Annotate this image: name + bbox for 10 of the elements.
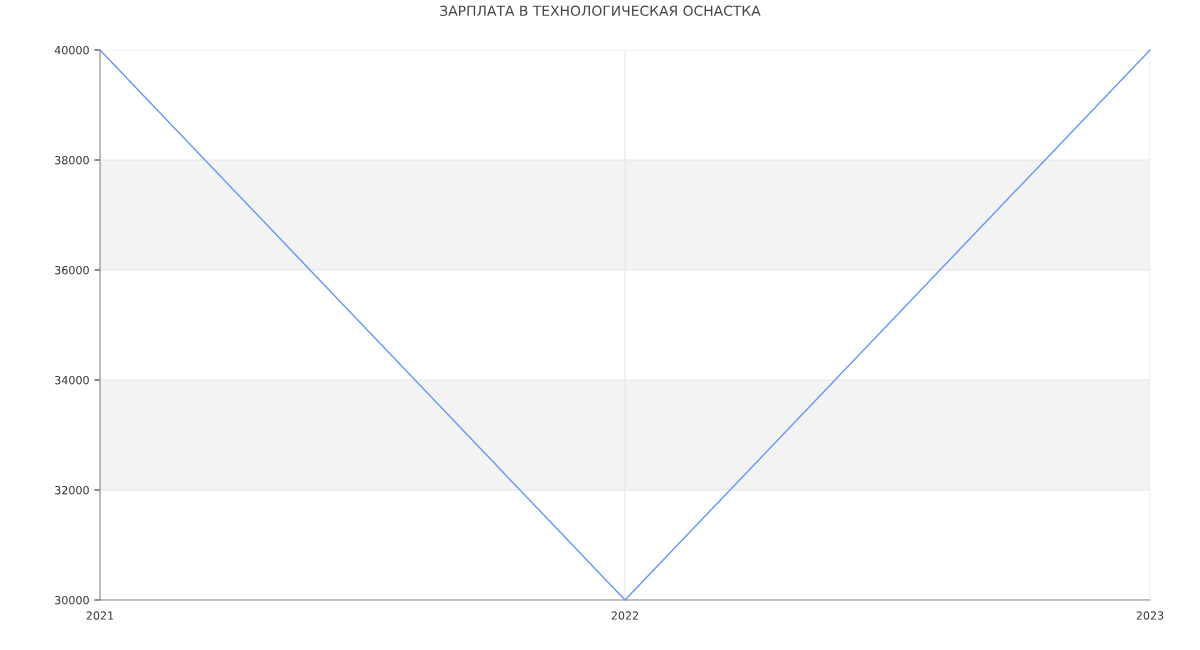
y-tick-label: 32000 bbox=[55, 485, 89, 495]
x-tick-label: 2023 bbox=[1136, 611, 1164, 620]
y-tick-label: 34000 bbox=[55, 375, 89, 385]
y-tick-label: 36000 bbox=[55, 265, 89, 275]
y-tick-label: 40000 bbox=[54, 45, 89, 55]
x-tick-label: 2021 bbox=[86, 611, 114, 620]
y-tick-label: 30000 bbox=[55, 595, 89, 605]
x-tick-label: 2022 bbox=[611, 611, 639, 620]
chart-title: ЗАРПЛАТА В ТЕХНОЛОГИЧЕСКАЯ ОСНАСТКА bbox=[440, 5, 761, 17]
y-tick-label: 38000 bbox=[55, 155, 89, 165]
